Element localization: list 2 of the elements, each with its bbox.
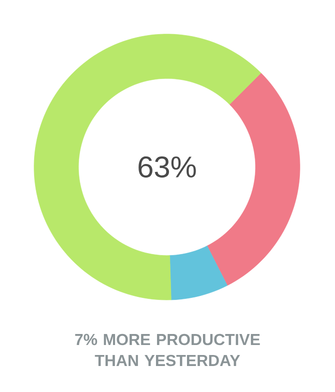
text: 7% MORE PRODUCTIVE THAN YESTERDAY bbox=[75, 334, 260, 366]
text: 63% bbox=[138, 156, 196, 178]
